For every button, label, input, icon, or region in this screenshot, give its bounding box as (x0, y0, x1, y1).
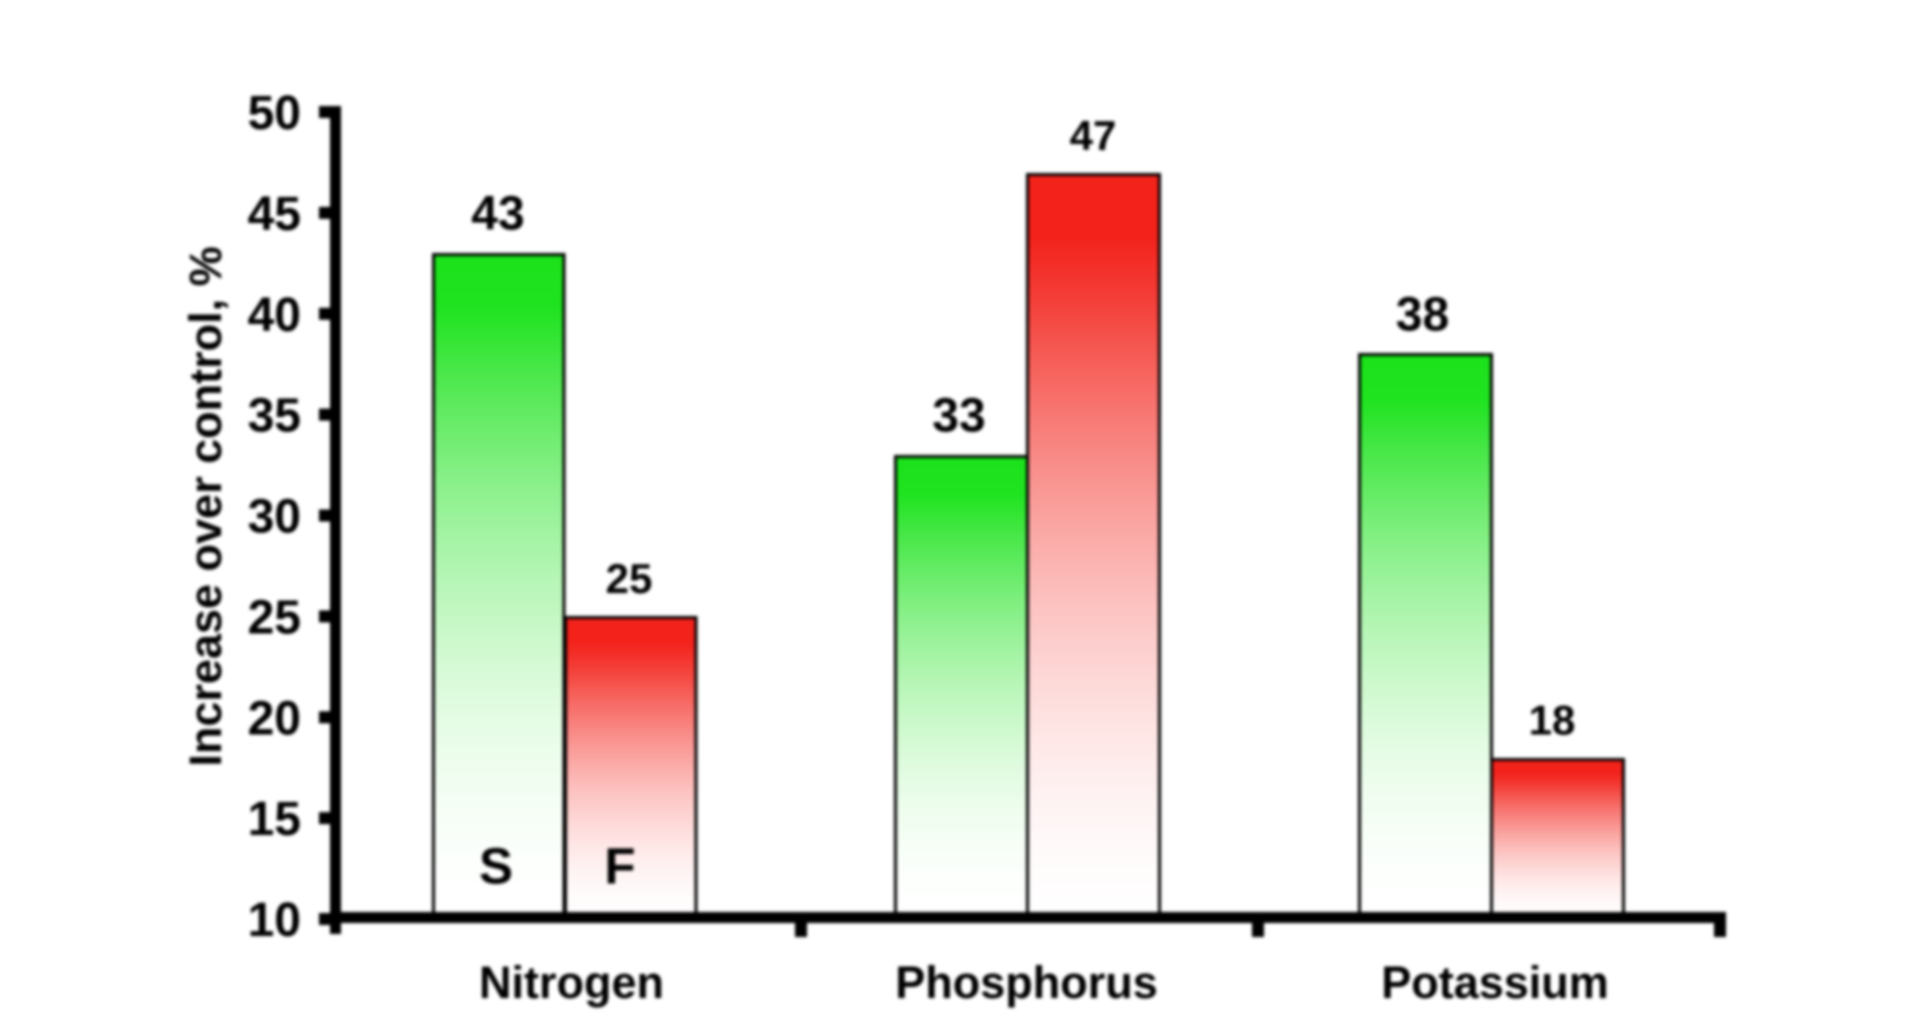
svg-text:Increase over control, %: Increase over control, % (180, 246, 231, 766)
svg-text:15: 15 (248, 793, 301, 846)
svg-text:33: 33 (932, 390, 985, 443)
svg-text:35: 35 (248, 390, 301, 443)
svg-text:10: 10 (248, 894, 301, 947)
svg-text:40: 40 (248, 289, 301, 342)
svg-text:50: 50 (248, 87, 301, 140)
svg-text:Potassium: Potassium (1381, 957, 1609, 1008)
svg-text:47: 47 (1070, 112, 1117, 159)
svg-text:S: S (479, 838, 513, 895)
svg-text:43: 43 (471, 188, 524, 241)
svg-text:20: 20 (248, 692, 301, 745)
svg-text:45: 45 (248, 188, 301, 241)
svg-text:25: 25 (248, 591, 301, 644)
svg-text:25: 25 (606, 555, 653, 602)
svg-text:F: F (604, 838, 635, 895)
svg-text:18: 18 (1529, 697, 1576, 744)
svg-text:Phosphorus: Phosphorus (895, 957, 1158, 1008)
svg-text:Nitrogen: Nitrogen (479, 957, 664, 1008)
svg-text:30: 30 (248, 491, 301, 544)
svg-text:38: 38 (1396, 289, 1449, 342)
